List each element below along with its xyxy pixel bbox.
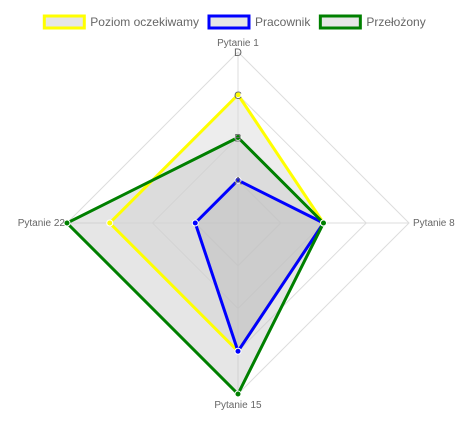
legend-swatch xyxy=(207,14,251,30)
legend-label: Poziom oczekiwamy xyxy=(90,15,199,29)
data-point-3-1[interactable] xyxy=(234,134,242,141)
data-point-3-3[interactable] xyxy=(234,390,242,398)
legend-label: Przełożony xyxy=(366,15,425,29)
data-point-2-4[interactable] xyxy=(191,219,199,227)
axis-label-4: Pytanie 22 xyxy=(18,218,66,229)
axis-label-2: Pytanie 8 xyxy=(413,218,455,229)
data-point-2-3[interactable] xyxy=(234,347,242,355)
axis-label-1: Pytanie 1 xyxy=(217,38,259,49)
axis-label-3: Pytanie 15 xyxy=(214,400,262,411)
legend-label: Pracownik xyxy=(255,15,311,29)
data-point-1-4[interactable] xyxy=(106,219,114,227)
scale-tick-label: D xyxy=(234,47,242,59)
scale-tick-label: C xyxy=(234,90,242,102)
legend: Poziom oczekiwamy Pracownik Przełożony xyxy=(42,14,426,30)
legend-item-2[interactable]: Pracownik xyxy=(207,14,311,30)
series-fills xyxy=(67,94,324,394)
legend-swatch xyxy=(318,14,362,30)
data-point-3-2[interactable] xyxy=(320,219,327,227)
series-area-2 xyxy=(195,180,324,352)
axis-labels: Pytanie 1 Pytanie 8 Pytanie 15 Pytanie 22 xyxy=(18,38,455,411)
series-area-1 xyxy=(109,94,324,352)
data-point-3-4[interactable] xyxy=(63,219,71,227)
series-points xyxy=(63,91,327,398)
scale-tick-label: B xyxy=(234,133,241,145)
scale-tick-label: A xyxy=(234,175,242,187)
legend-item-3[interactable]: Przełożony xyxy=(318,14,426,30)
legend-item-1[interactable]: Poziom oczekiwamy xyxy=(42,14,199,30)
data-point-2-1[interactable] xyxy=(234,176,242,184)
legend-swatch xyxy=(42,14,86,30)
scale-ticks: A B C D xyxy=(234,47,242,187)
data-point-1-1[interactable] xyxy=(234,91,242,99)
